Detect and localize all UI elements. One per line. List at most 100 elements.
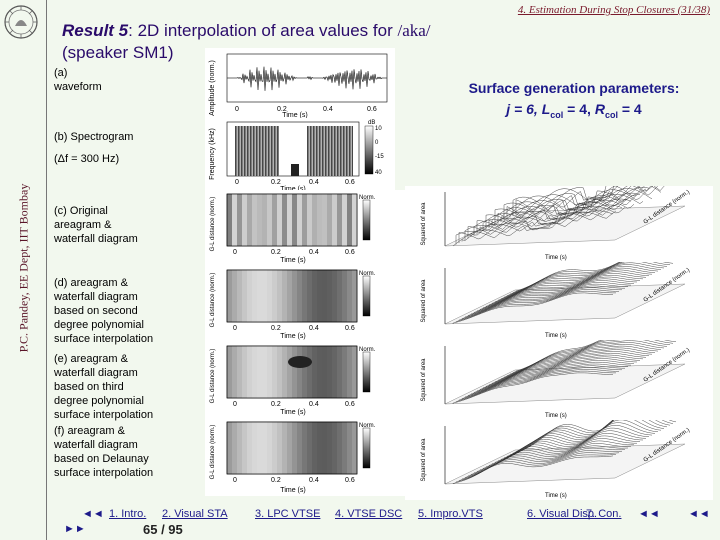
- areagram-column: [277, 194, 282, 246]
- areagram-column: [242, 422, 247, 474]
- areagram-column: [327, 346, 332, 398]
- nav-back-2[interactable]: ◄◄: [638, 508, 660, 520]
- plot-text: Norm.: [359, 195, 376, 201]
- waterfall-line: [458, 369, 620, 401]
- areagram-column: [292, 270, 297, 322]
- areagram-column: [352, 194, 357, 246]
- plot-text: 0.6: [345, 325, 355, 332]
- waterfall-floor: [444, 283, 686, 325]
- nav-conclusion[interactable]: 7. Con.: [586, 508, 622, 520]
- title-ipa: /aka/: [397, 21, 431, 40]
- nav-intro[interactable]: 1. Intro.: [109, 508, 147, 520]
- nav-visual-sta[interactable]: 2. Visual STA: [162, 508, 228, 520]
- plot-text: Squared of area: [421, 202, 427, 246]
- xlabel: Time (s): [282, 112, 307, 118]
- tick-label: 0.4: [309, 179, 319, 186]
- tick-label: 0.6: [367, 106, 377, 113]
- nav-impro-vts[interactable]: 5. Impro.VTS: [418, 508, 483, 520]
- plot-text: 0.6: [345, 249, 355, 256]
- label-line: (d) areagram &: [54, 277, 128, 289]
- title-main: : 2D interpolation of area values for: [128, 21, 398, 40]
- waterfall-line: [494, 186, 654, 225]
- areagram-column: [347, 422, 352, 474]
- areagram-column: [272, 422, 277, 474]
- areagram-column: [242, 346, 247, 398]
- label-line: based on third: [54, 381, 124, 393]
- label-line: waterfall diagram: [54, 233, 138, 245]
- nav-last[interactable]: ◄◄: [688, 508, 710, 520]
- areagram-column: [337, 346, 342, 398]
- nav-forward[interactable]: ►►: [64, 523, 86, 535]
- nav-back[interactable]: ◄◄: [82, 508, 104, 520]
- areagram-column: [317, 422, 322, 474]
- nav-lpc-vtse[interactable]: 3. LPC VTSE: [255, 508, 321, 520]
- waterfall-line: [467, 283, 629, 317]
- nav-vtse-dsc[interactable]: 4. VTSE DSC: [335, 508, 403, 520]
- areagram-column: [287, 270, 292, 322]
- waterfall-line: [503, 420, 665, 459]
- areagram-column: [282, 194, 287, 246]
- areagram-column: [317, 194, 322, 246]
- spec-scale: 10: [375, 126, 382, 132]
- areagram-column: [272, 270, 277, 322]
- areagram-column: [242, 194, 247, 246]
- colorbar: [362, 351, 371, 393]
- areagram-column: [337, 422, 342, 474]
- waterfall-line: [512, 420, 674, 454]
- areagram-column: [342, 422, 347, 474]
- section-title[interactable]: 4. Estimation During Stop Closures (31/3…: [517, 4, 710, 16]
- label-line: (f) areagram &: [54, 425, 125, 437]
- waterfall-line: [476, 193, 638, 234]
- label-line: waterfall diagram: [54, 367, 138, 379]
- tick-label: 0.2: [277, 106, 287, 113]
- areagram-column: [257, 346, 262, 398]
- plot-text: G-L distance (norm.): [210, 197, 216, 252]
- plot-text: Time (s): [280, 257, 305, 264]
- waterfall-line: [473, 280, 635, 314]
- areagram-column: [292, 194, 297, 246]
- waterfall-line: [500, 420, 662, 460]
- areagram-column: [352, 270, 357, 322]
- areagram-column: [312, 346, 317, 398]
- params-heading: Surface generation parameters:: [468, 80, 680, 96]
- plot-text: 0.2: [271, 249, 281, 256]
- waterfall-line: [515, 340, 677, 373]
- waterfall-floor: [444, 363, 686, 405]
- waterfall-line: [497, 186, 641, 224]
- waterfall-c: Squared of area Time (s) G-L distance (nor…: [405, 186, 713, 262]
- areagram-column: [352, 346, 357, 398]
- areagram-column: [272, 194, 277, 246]
- plot-text: 0.4: [309, 249, 319, 256]
- areagram-c: G-L distance (norm.) Norm. 0 0.2 0.4 0.6 Time …: [205, 190, 405, 266]
- areagram-column: [252, 346, 257, 398]
- label-line: (c) Original: [54, 205, 108, 217]
- param-r-sub: col: [604, 109, 618, 120]
- result-label: Result 5: [62, 21, 129, 40]
- areagram-column: [337, 194, 342, 246]
- areagram-column: [277, 346, 282, 398]
- tick-label: 0.6: [345, 179, 355, 186]
- label-line: areagram &: [54, 219, 112, 231]
- tick-label: 0: [235, 179, 239, 186]
- areagram-column: [297, 346, 302, 398]
- areagram-column: [327, 194, 332, 246]
- waterfall-d: Squared of area Time (s) G-L distance (nor…: [405, 262, 713, 340]
- areagram-column: [262, 346, 267, 398]
- areagram-column: [237, 346, 242, 398]
- nav-visual-disp[interactable]: 6. Visual Disp.: [527, 508, 598, 520]
- label-e: (e) areagram & waterfall diagram based o…: [54, 352, 153, 422]
- waterfall-line: [467, 363, 629, 397]
- areagram-column: [302, 346, 307, 398]
- label-b: (b) Spectrogram (Δf = 300 Hz): [54, 130, 133, 166]
- areagram-column: [332, 422, 337, 474]
- areagram-column: [257, 422, 262, 474]
- areagram-column: [257, 194, 262, 246]
- areagram-border: [226, 269, 358, 323]
- areagram-column: [287, 194, 292, 246]
- areagram-column: [327, 270, 332, 322]
- plot-text: Squared of area: [421, 279, 427, 323]
- areagram-column: [307, 270, 312, 322]
- side-strip: P.C. Pandey, EE Dept, IIT Bombay: [0, 0, 47, 540]
- label-line: waveform: [54, 81, 102, 93]
- spec-unit: dB: [368, 120, 375, 126]
